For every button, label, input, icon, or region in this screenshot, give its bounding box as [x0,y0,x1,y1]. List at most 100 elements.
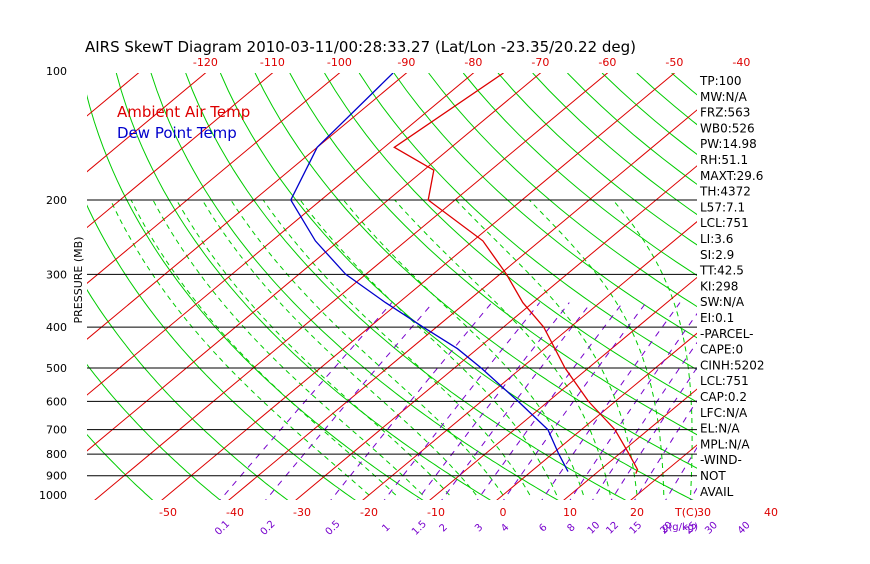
pressure-tick-label: 800 [46,448,67,461]
pressure-tick-label: 1000 [39,489,67,502]
mixing-ratio-label: 1.5 [410,519,429,538]
pressure-tick-label: 500 [46,362,67,375]
top-axis-tick-label: -40 [732,56,750,69]
index-item: -WIND- [700,453,742,467]
mixing-ratio-line [217,303,392,504]
index-item: WB0:526 [700,121,755,135]
bottom-axis-tick-label: 40 [764,506,778,519]
index-item: AVAIL [700,485,734,499]
index-item: KI:298 [700,279,738,293]
index-item: NOT [700,469,726,483]
top-axis-tick-label: -50 [665,56,683,69]
stability-indices: TP:100MW:N/AFRZ:563WB0:526PW:14.98RH:51.… [699,74,765,499]
pressure-tick-label: 400 [46,321,67,334]
mixing-ratio-label: 0.5 [324,519,343,538]
series-layer [291,73,638,474]
pressure-tick-label: 600 [46,395,67,408]
mixing-ratio-label: 40 [736,520,753,537]
y-axis-label: PRESSURE (MB) [72,237,85,324]
index-item: TP:100 [699,74,742,88]
pressure-tick-label: 300 [46,268,67,281]
bottom-axis-tick-label: 20 [630,506,644,519]
pressure-tick-label: 700 [46,424,67,437]
index-item: LCL:751 [700,216,749,230]
isotherm [827,64,870,504]
index-item: TT:42.5 [699,264,744,278]
mixing-ratio-line [741,303,857,504]
bottom-axis-tick-label: -40 [226,506,244,519]
mixing-ratio-line [263,303,434,504]
dry-adiabat [255,73,768,504]
bottom-axis-tick-label: -50 [159,506,177,519]
moist-adiabat [231,200,503,495]
index-item: LI:3.6 [700,232,733,246]
isotherm [0,64,16,504]
mixing-ratio-label: 0.2 [259,519,278,538]
chart-title: AIRS SkewT Diagram 2010-03-11/00:28:33.2… [85,38,636,56]
top-axis-tick-label: -60 [598,56,616,69]
moist-adiabat [529,200,664,495]
index-item: LCL:751 [700,374,749,388]
pressure-tick-label: 900 [46,470,67,483]
isotherm [0,64,83,504]
mixing-ratio-label: 3 [473,522,485,534]
index-item: FRZ:563 [700,106,750,120]
mixing-ratio-label: 4 [499,522,511,534]
index-item: SW:N/A [700,295,745,309]
mixing-ratio-unit: g(g/kg) [662,522,698,533]
isotherm [425,64,870,504]
index-item: RH:51.1 [700,153,748,167]
moist-adiabat [771,200,831,495]
index-item: LFC:N/A [700,406,748,420]
mixing-ratio-label: 10 [586,520,603,537]
moist-adiabat [111,200,369,495]
legend-air-temp: Ambient Air Temp [117,103,250,121]
index-item: CAPE:0 [700,343,743,357]
moist-adiabat [300,200,556,495]
mixing-ratio-label: 12 [604,520,621,537]
index-item: MPL:N/A [700,437,750,451]
index-item: L57:7.1 [700,200,745,214]
legend-dew-point: Dew Point Temp [117,124,237,142]
bottom-axis-tick-label: 0 [500,506,507,519]
pressure-tick-label: 200 [46,194,67,207]
mixing-ratio-label: 0.1 [213,519,232,538]
index-item: SI:2.9 [700,248,734,262]
top-axis-tick-label: -90 [397,56,415,69]
moist-adiabat [798,200,870,495]
dry-adiabat [845,73,870,504]
mixing-ratio-label: 1 [380,522,392,534]
top-axis-tick-label: -100 [327,56,352,69]
dry-adiabat [0,73,21,504]
top-axis-tick-label: -80 [464,56,482,69]
isotherm [760,64,870,504]
index-item: CINH:5202 [700,358,765,372]
mixing-ratio-line [539,303,680,504]
index-item: MAXT:29.6 [700,169,763,183]
bottom-axis-tick-label: 30 [697,506,711,519]
top-axis-tick-label: -120 [193,56,218,69]
index-item: TH:4372 [699,185,751,199]
dry-adiabat [810,73,870,504]
moist-adiabat [395,200,611,495]
top-axis-tick-label: -110 [260,56,285,69]
bottom-axis-unit: T(C) [674,506,698,519]
top-axis-tick-label: -70 [531,56,549,69]
bottom-axis-tick-label: 10 [563,506,577,519]
mixing-ratio-label: 6 [537,522,549,534]
mixing-ratio-label: 8 [566,522,578,534]
pressure-tick-label: 100 [46,65,67,78]
bottom-axis-tick-label: -20 [360,506,378,519]
index-item: EI:0.1 [700,311,734,325]
bottom-axis-tick-label: -10 [427,506,445,519]
index-item: MW:N/A [700,90,748,104]
index-item: -PARCEL- [700,327,754,341]
moist-adiabat [177,200,450,495]
mixing-ratio-line [501,303,646,504]
index-item: CAP:0.2 [700,390,747,404]
mixing-ratio-label: 30 [703,520,720,537]
dry-adiabat [776,73,870,504]
mixing-ratio-label: 2 [438,522,450,534]
